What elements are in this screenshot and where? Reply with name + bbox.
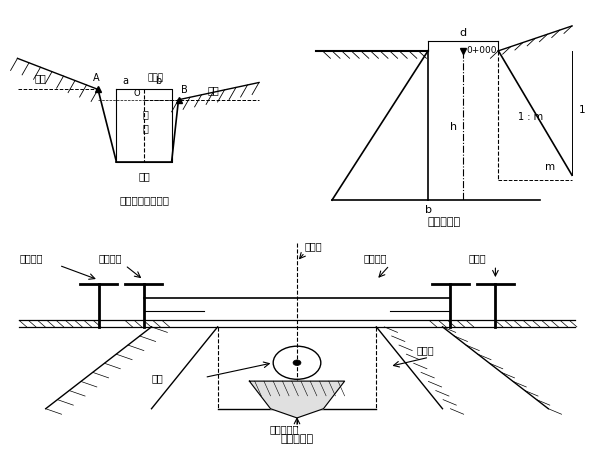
Text: 开槽断面图: 开槽断面图 <box>427 217 461 227</box>
Text: A: A <box>94 73 100 83</box>
Text: 坡度板: 坡度板 <box>469 254 487 264</box>
Text: 0+000: 0+000 <box>466 46 497 55</box>
Text: 坡度钉: 坡度钉 <box>416 346 434 356</box>
Text: 路肩边线: 路肩边线 <box>98 254 122 264</box>
Text: B: B <box>181 85 188 95</box>
Text: 边桩: 边桩 <box>207 85 219 95</box>
Circle shape <box>293 360 301 365</box>
Text: 1: 1 <box>578 105 585 115</box>
Text: 横断面测设示置图: 横断面测设示置图 <box>119 195 169 205</box>
Text: 1 : m: 1 : m <box>518 112 543 122</box>
Text: b: b <box>425 205 431 215</box>
Text: O: O <box>134 89 140 98</box>
Text: d: d <box>460 28 467 38</box>
Text: a: a <box>122 76 128 86</box>
Text: m: m <box>545 162 554 172</box>
Text: 水管: 水管 <box>151 373 163 383</box>
Polygon shape <box>250 381 344 418</box>
Text: 边桩: 边桩 <box>35 73 46 83</box>
Text: h: h <box>450 122 457 132</box>
Text: 中心线: 中心线 <box>305 241 323 251</box>
Text: b: b <box>155 76 161 86</box>
Text: 沟底边线: 沟底边线 <box>363 254 386 264</box>
Text: 原坡: 原坡 <box>138 171 150 181</box>
Text: 深: 深 <box>142 123 148 133</box>
Text: 坡度框设置: 坡度框设置 <box>280 434 314 444</box>
Text: 挖: 挖 <box>142 109 148 119</box>
Text: 中心桩: 中心桩 <box>148 74 164 83</box>
Text: 开挖边线: 开挖边线 <box>19 254 43 264</box>
Text: 混凝土垫层: 混凝土垫层 <box>269 425 298 435</box>
